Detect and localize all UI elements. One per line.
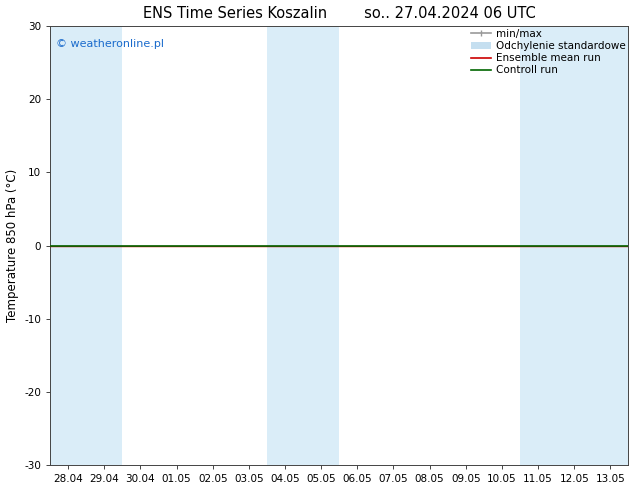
Legend: min/max, Odchylenie standardowe, Ensemble mean run, Controll run: min/max, Odchylenie standardowe, Ensembl… — [469, 27, 628, 77]
Bar — [50, 26, 86, 466]
Bar — [520, 26, 556, 466]
Bar — [556, 26, 592, 466]
Bar — [592, 26, 628, 466]
Bar — [86, 26, 122, 466]
Title: ENS Time Series Koszalin        so.. 27.04.2024 06 UTC: ENS Time Series Koszalin so.. 27.04.2024… — [143, 5, 536, 21]
Bar — [303, 26, 339, 466]
Text: © weatheronline.pl: © weatheronline.pl — [56, 39, 164, 49]
Bar — [267, 26, 303, 466]
Y-axis label: Temperature 850 hPa (°C): Temperature 850 hPa (°C) — [6, 169, 18, 322]
